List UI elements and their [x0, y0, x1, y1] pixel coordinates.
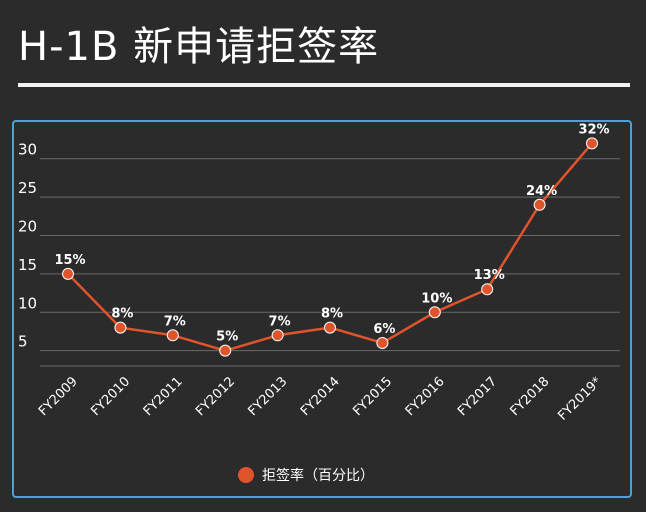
x-tick-label: FY2009	[36, 374, 81, 419]
data-point	[166, 329, 179, 342]
data-label: 6%	[373, 322, 395, 337]
data-label: 7%	[269, 314, 291, 329]
y-tick-label: 10	[18, 294, 37, 312]
data-label: 8%	[321, 307, 343, 322]
x-tick-label: FY2012	[193, 374, 238, 419]
data-points	[62, 137, 598, 357]
grid-lines	[40, 158, 620, 367]
data-label: 10%	[421, 291, 452, 306]
x-tick-label: FY2017	[455, 374, 500, 419]
data-point	[271, 329, 284, 342]
legend-label: 拒签率（百分比）	[262, 467, 374, 484]
data-point	[219, 344, 232, 357]
y-tick-label: 30	[18, 141, 37, 159]
data-point	[428, 306, 441, 319]
x-tick-label: FY2010	[88, 374, 133, 419]
data-point	[62, 267, 74, 280]
data-label: 5%	[216, 330, 238, 345]
x-tick-label: FY2018	[508, 374, 553, 419]
data-label: 32%	[578, 122, 609, 137]
x-tick-label: FY2015	[350, 374, 395, 419]
y-tick-label: 5	[18, 333, 28, 351]
data-label: 13%	[474, 268, 505, 283]
data-label: 8%	[111, 307, 133, 322]
y-axis-ticks: 5 10 15 20 25 30	[18, 141, 37, 351]
chart-frame	[12, 120, 632, 498]
data-point	[586, 137, 598, 150]
y-tick-label: 25	[18, 179, 37, 197]
data-point	[324, 321, 336, 334]
x-tick-label: FY2016	[403, 374, 448, 419]
y-tick-label: 20	[18, 217, 37, 235]
data-labels: 15% 8% 7% 5% 7% 8% 6% 10% 13% 24% 32%	[54, 122, 609, 344]
x-axis-ticks: FY2009 FY2010 FY2011 FY2012 FY2013 FY2014 FY20…	[36, 374, 605, 424]
legend-marker	[238, 467, 254, 483]
title-divider	[18, 83, 630, 87]
page-title: H-1B 新申请拒签率	[18, 24, 380, 70]
data-point	[481, 283, 494, 296]
x-tick-label: FY2013	[246, 374, 291, 419]
x-tick-label: FY2019*	[555, 374, 605, 424]
data-point	[376, 336, 389, 349]
data-label: 24%	[526, 184, 557, 199]
x-tick-label: FY2011	[141, 374, 186, 419]
data-point	[533, 198, 546, 211]
y-tick-label: 15	[18, 256, 37, 274]
data-label: 7%	[164, 314, 186, 329]
data-point	[114, 321, 127, 334]
legend: 拒签率（百分比）	[238, 467, 374, 484]
data-label: 15%	[54, 253, 85, 268]
x-tick-label: FY2014	[298, 374, 343, 419]
